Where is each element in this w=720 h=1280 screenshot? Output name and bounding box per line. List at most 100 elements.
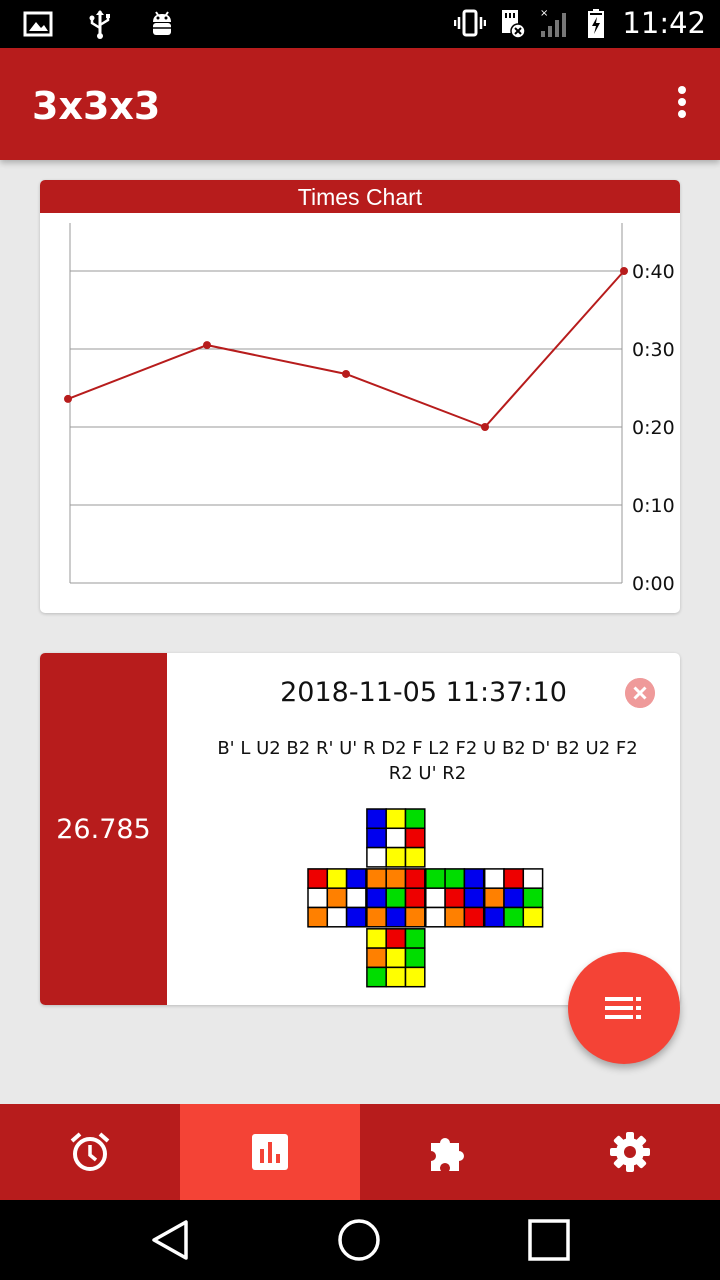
cube-sticker bbox=[404, 966, 426, 988]
data-point bbox=[64, 394, 72, 403]
cube-sticker bbox=[366, 887, 387, 909]
cube-sticker bbox=[404, 887, 426, 909]
cube-face-R bbox=[425, 868, 485, 928]
cube-sticker bbox=[404, 846, 426, 868]
cube-sticker bbox=[307, 868, 329, 889]
scramble-text: B' L U2 B2 R' U' R D2 F L2 F2 U B2 D' B2… bbox=[217, 738, 638, 784]
puzzle-icon bbox=[431, 1137, 464, 1171]
nav-stats[interactable] bbox=[180, 1104, 360, 1200]
cube-sticker bbox=[522, 887, 544, 909]
cube-sticker bbox=[503, 868, 525, 889]
cube-sticker bbox=[326, 906, 348, 928]
signal-icon: × bbox=[540, 8, 567, 37]
android-debug-icon bbox=[153, 11, 171, 35]
cube-sticker bbox=[404, 827, 426, 849]
data-point bbox=[203, 341, 211, 350]
vibrate-icon bbox=[454, 9, 487, 37]
cube-sticker bbox=[366, 827, 387, 849]
cube-sticker bbox=[463, 887, 485, 909]
cube-sticker bbox=[503, 887, 525, 909]
cube-sticker bbox=[385, 906, 407, 928]
data-point bbox=[620, 267, 628, 275]
cube-sticker bbox=[385, 827, 407, 849]
data-point bbox=[342, 369, 350, 378]
chart-title: Times Chart bbox=[40, 180, 680, 213]
cube-sticker bbox=[345, 868, 367, 889]
more-vert-icon[interactable] bbox=[670, 86, 694, 124]
solve-date: 2018-11-05 11:37:10 bbox=[280, 677, 567, 708]
cube-sticker bbox=[307, 887, 329, 909]
cube-sticker bbox=[503, 906, 525, 928]
svg-text:×: × bbox=[540, 8, 548, 19]
settings-gear-icon bbox=[610, 1132, 650, 1172]
close-circle-icon[interactable] bbox=[625, 678, 655, 708]
cube-sticker bbox=[404, 868, 426, 889]
cube-sticker bbox=[483, 906, 505, 928]
cube-sticker bbox=[385, 868, 407, 889]
cube-sticker bbox=[425, 906, 446, 928]
cube-face-F bbox=[366, 868, 426, 928]
nav-timer[interactable] bbox=[0, 1104, 180, 1200]
data-point bbox=[481, 423, 489, 431]
cube-sticker bbox=[307, 906, 329, 928]
cube-sticker bbox=[463, 906, 485, 928]
cube-sticker bbox=[425, 887, 446, 909]
nav-puzzle[interactable] bbox=[360, 1104, 540, 1200]
list-icon bbox=[605, 997, 641, 1019]
cube-sticker bbox=[522, 906, 544, 928]
nav-settings[interactable] bbox=[540, 1104, 720, 1200]
image-icon bbox=[23, 11, 53, 37]
times-chart-card: Times Chart 0:00 0:10 0:20 0:30 0:40 bbox=[40, 180, 680, 613]
bar-chart-icon bbox=[252, 1134, 288, 1170]
y-tick-label: 0:10 bbox=[632, 495, 675, 517]
y-tick-label: 0:40 bbox=[632, 261, 675, 283]
cube-sticker bbox=[366, 947, 387, 969]
cube-face-D bbox=[366, 928, 426, 988]
solve-card[interactable]: 26.785 2018-11-05 11:37:10 B' L U2 B2 R'… bbox=[40, 653, 680, 1005]
cube-sticker bbox=[326, 887, 348, 909]
bottom-nav bbox=[0, 1104, 720, 1200]
system-nav bbox=[0, 1200, 720, 1280]
y-tick-label: 0:30 bbox=[632, 339, 675, 361]
cube-face-B bbox=[483, 868, 544, 928]
cube-face-U bbox=[366, 808, 426, 868]
cube-sticker bbox=[326, 868, 348, 889]
sd-card-icon bbox=[502, 10, 527, 39]
cube-face-L bbox=[307, 868, 367, 928]
recents-icon[interactable] bbox=[527, 1218, 571, 1262]
cube-sticker bbox=[385, 966, 407, 988]
cube-sticker bbox=[522, 868, 544, 889]
cube-sticker bbox=[444, 868, 466, 889]
app-title: 3x3x3 bbox=[32, 84, 161, 128]
cube-sticker bbox=[366, 808, 387, 830]
cube-sticker bbox=[385, 887, 407, 909]
cube-sticker bbox=[404, 808, 426, 830]
home-icon[interactable] bbox=[336, 1217, 382, 1263]
cube-sticker bbox=[444, 887, 466, 909]
cube-net bbox=[307, 808, 544, 988]
y-tick-label: 0:00 bbox=[632, 573, 675, 595]
cube-sticker bbox=[385, 846, 407, 868]
cube-sticker bbox=[404, 906, 426, 928]
battery-charging-icon bbox=[588, 9, 605, 38]
cube-sticker bbox=[345, 887, 367, 909]
cube-sticker bbox=[385, 808, 407, 830]
cube-sticker bbox=[366, 928, 387, 949]
cube-sticker bbox=[444, 906, 466, 928]
cube-sticker bbox=[385, 928, 407, 949]
list-button[interactable] bbox=[568, 952, 680, 1064]
cube-sticker bbox=[463, 868, 485, 889]
cube-sticker bbox=[385, 947, 407, 969]
back-icon[interactable] bbox=[148, 1218, 192, 1262]
usb-icon bbox=[89, 10, 110, 39]
cube-sticker bbox=[404, 947, 426, 969]
app-bar: 3x3x3 bbox=[0, 48, 720, 160]
cube-sticker bbox=[366, 846, 387, 868]
times-chart: 0:00 0:10 0:20 0:30 0:40 bbox=[64, 223, 675, 595]
alarm-icon bbox=[70, 1132, 110, 1171]
status-clock: 11:42 bbox=[622, 6, 706, 40]
cube-sticker bbox=[345, 906, 367, 928]
cube-sticker bbox=[483, 868, 505, 889]
cube-sticker bbox=[483, 887, 505, 909]
y-tick-label: 0:20 bbox=[632, 417, 675, 439]
